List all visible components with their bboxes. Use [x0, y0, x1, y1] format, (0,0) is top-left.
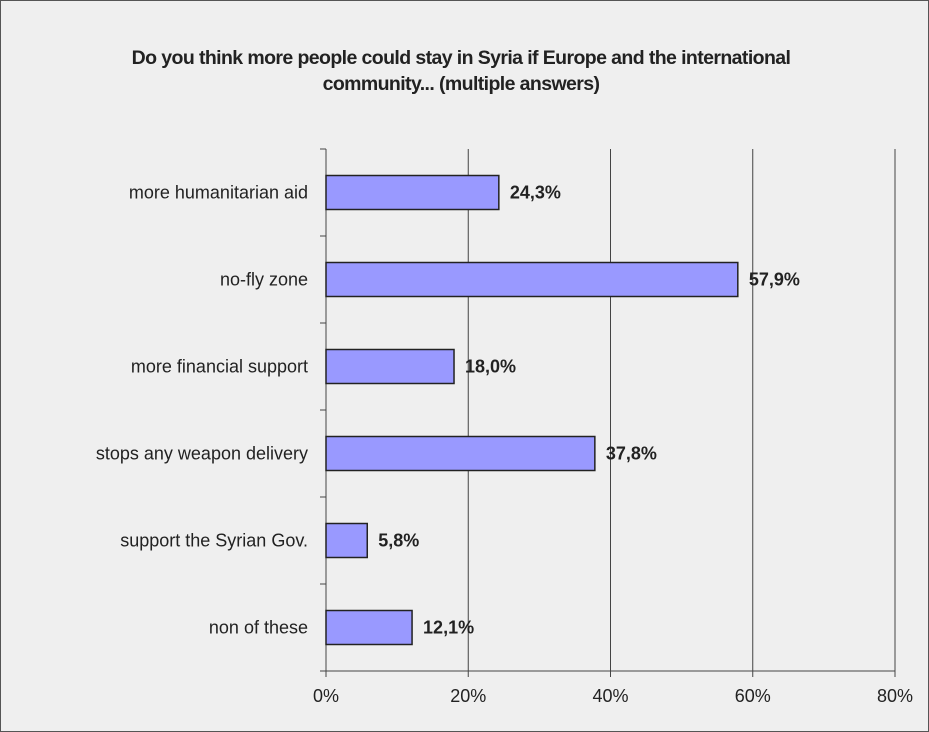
- x-tick-label: 40%: [592, 686, 628, 706]
- bar: [325, 522, 369, 559]
- y-tick-label: no-fly zone: [220, 269, 308, 289]
- bar: [325, 174, 500, 211]
- y-tick-label: non of these: [209, 617, 308, 637]
- x-tick-label: 20%: [450, 686, 486, 706]
- bar: [325, 261, 739, 298]
- x-tick-label: 0%: [313, 686, 339, 706]
- x-tick-label: 80%: [877, 686, 913, 706]
- bar: [325, 609, 413, 646]
- value-label: 12,1%: [423, 617, 474, 637]
- value-label: 57,9%: [749, 269, 800, 289]
- bar: [325, 348, 455, 385]
- bar: [325, 435, 596, 472]
- value-label: 24,3%: [510, 182, 561, 202]
- y-tick-label: stops any weapon delivery: [96, 443, 308, 463]
- y-tick-label: support the Syrian Gov.: [120, 530, 308, 550]
- y-tick-label: more financial support: [131, 356, 308, 376]
- value-label: 5,8%: [378, 530, 419, 550]
- x-tick-label: 60%: [735, 686, 771, 706]
- y-tick-label: more humanitarian aid: [129, 182, 308, 202]
- value-label: 18,0%: [465, 356, 516, 376]
- chart-title: Do you think more people could stay in S…: [131, 47, 791, 95]
- value-label: 37,8%: [606, 443, 657, 463]
